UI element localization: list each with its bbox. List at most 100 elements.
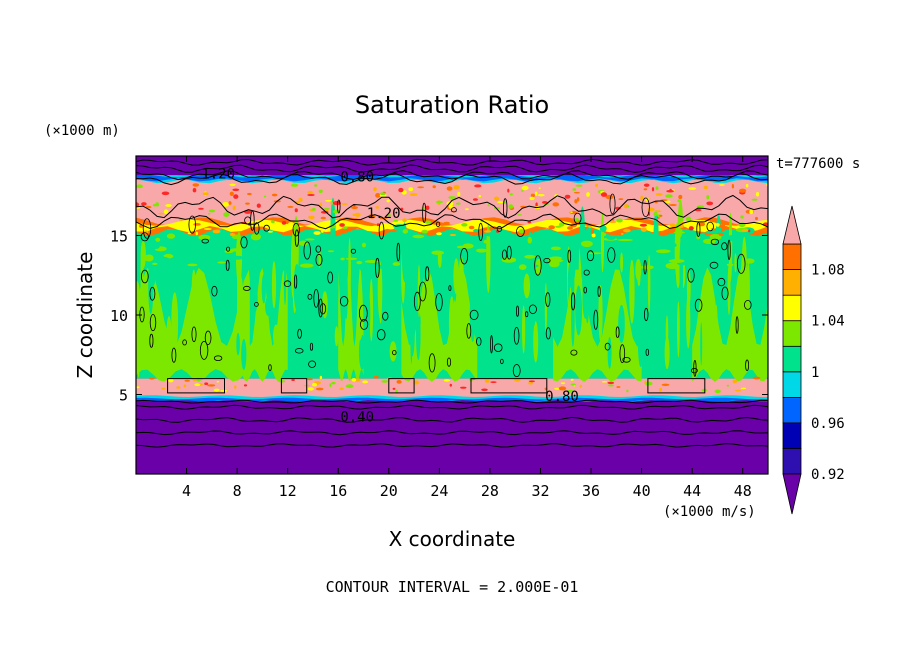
- y-axis-label: Z coordinate: [73, 252, 97, 379]
- contour-loop: [254, 301, 259, 307]
- field-streak: [535, 276, 540, 323]
- x-tick-label: 8: [233, 482, 242, 500]
- field-streak: [533, 321, 539, 363]
- field-lower-speck: [607, 384, 615, 387]
- contour-lower-box: [470, 378, 548, 394]
- x-tick-label: 20: [380, 482, 398, 500]
- field-upper-blob: [550, 234, 564, 239]
- field-speck: [446, 186, 453, 191]
- field-streak: [755, 294, 760, 326]
- colorbar-tick-label: 1: [811, 365, 819, 381]
- field-streak: [686, 294, 691, 349]
- field-streak: [390, 232, 394, 280]
- contour-loop: [213, 355, 223, 362]
- field-green-patch: [692, 267, 768, 382]
- field-speck: [600, 192, 608, 197]
- colorbar-bottom-arrow: [782, 473, 802, 515]
- contour-loop: [476, 336, 482, 346]
- field-speck: [688, 187, 697, 190]
- field-lower-speck: [345, 384, 354, 388]
- contour-loop: [263, 224, 270, 232]
- field-speck: [271, 193, 278, 197]
- field-speck: [716, 223, 720, 227]
- field-lower-speck: [216, 380, 220, 383]
- field-lower-speck: [661, 383, 670, 386]
- field-streak: [629, 259, 635, 324]
- field-streak: [734, 253, 737, 273]
- field-speck: [195, 231, 198, 236]
- field-lower-speck: [644, 380, 647, 385]
- field-speck: [402, 218, 407, 223]
- field-lower-speck: [373, 375, 379, 379]
- field-lower-speck: [570, 383, 576, 386]
- field-upper-blob: [668, 259, 685, 263]
- field-streak: [330, 197, 336, 269]
- contour-loop: [693, 359, 697, 377]
- field-speck: [643, 188, 648, 191]
- field-speck: [307, 190, 313, 194]
- colorbar-tick-label: 1.08: [811, 263, 845, 279]
- field-speck: [442, 228, 446, 231]
- field-upper-blob: [360, 238, 368, 242]
- field-lower-speck: [213, 388, 220, 392]
- field-lower-speck: [331, 381, 336, 385]
- field-speck: [472, 198, 478, 201]
- contour-loop: [583, 269, 590, 276]
- field-streak: [607, 336, 612, 369]
- contour-loop: [641, 197, 650, 218]
- contour-lower-box: [280, 378, 308, 394]
- contour-loop: [710, 238, 720, 246]
- field-upper-blob: [588, 252, 603, 255]
- plot-area: [136, 156, 768, 474]
- y-tick-label: 5: [119, 387, 128, 405]
- field-streak: [251, 284, 258, 313]
- field-upper-blob: [555, 225, 562, 228]
- field-upper-blob: [655, 249, 671, 254]
- contour-loop: [226, 246, 231, 252]
- field-streak: [598, 285, 603, 342]
- field-streak: [679, 235, 684, 306]
- field-speck: [308, 215, 315, 219]
- field-lower-speck: [732, 379, 738, 384]
- contour-loop: [543, 257, 551, 264]
- x-axis-label: X coordinate: [389, 527, 516, 551]
- field-speck: [655, 186, 659, 191]
- field-streak: [265, 297, 271, 316]
- contour-loop: [478, 222, 484, 241]
- field-upper-blob: [744, 258, 755, 264]
- contour-line: [136, 170, 768, 181]
- field-upper-blob: [151, 244, 160, 249]
- field-speck: [457, 191, 461, 197]
- field-speck: [474, 184, 482, 188]
- field-speck: [749, 209, 754, 215]
- field-speck: [576, 197, 580, 202]
- x-tick-label: 24: [430, 482, 448, 500]
- field-streak: [652, 302, 655, 331]
- contour-labels: 1.20 0.80 1.20 0.80 0.40: [201, 166, 579, 425]
- field-lower-speck: [734, 389, 741, 392]
- contour-loop: [225, 259, 230, 271]
- field-speck: [497, 201, 504, 204]
- field-speck: [654, 210, 662, 213]
- field-streak: [236, 332, 240, 356]
- field-speck: [478, 195, 482, 198]
- field-lower-speck: [149, 377, 155, 380]
- contour-loop: [171, 347, 177, 363]
- field-speck: [409, 193, 418, 196]
- field-speck: [421, 229, 429, 234]
- field-upper-blob: [561, 257, 566, 261]
- field-streak: [415, 311, 421, 331]
- field-streak: [213, 342, 218, 362]
- field-streak: [438, 334, 442, 354]
- field-streak: [454, 305, 461, 332]
- field-speck: [386, 199, 390, 203]
- contour-loop: [450, 207, 457, 213]
- field-speck: [605, 194, 614, 200]
- field-speck: [521, 185, 529, 191]
- field-speck: [298, 197, 303, 202]
- contour-layer: [136, 158, 768, 448]
- field-streak: [637, 268, 641, 287]
- field-speck: [484, 230, 492, 233]
- field-speck: [548, 225, 555, 230]
- field-upper-blob: [476, 248, 488, 253]
